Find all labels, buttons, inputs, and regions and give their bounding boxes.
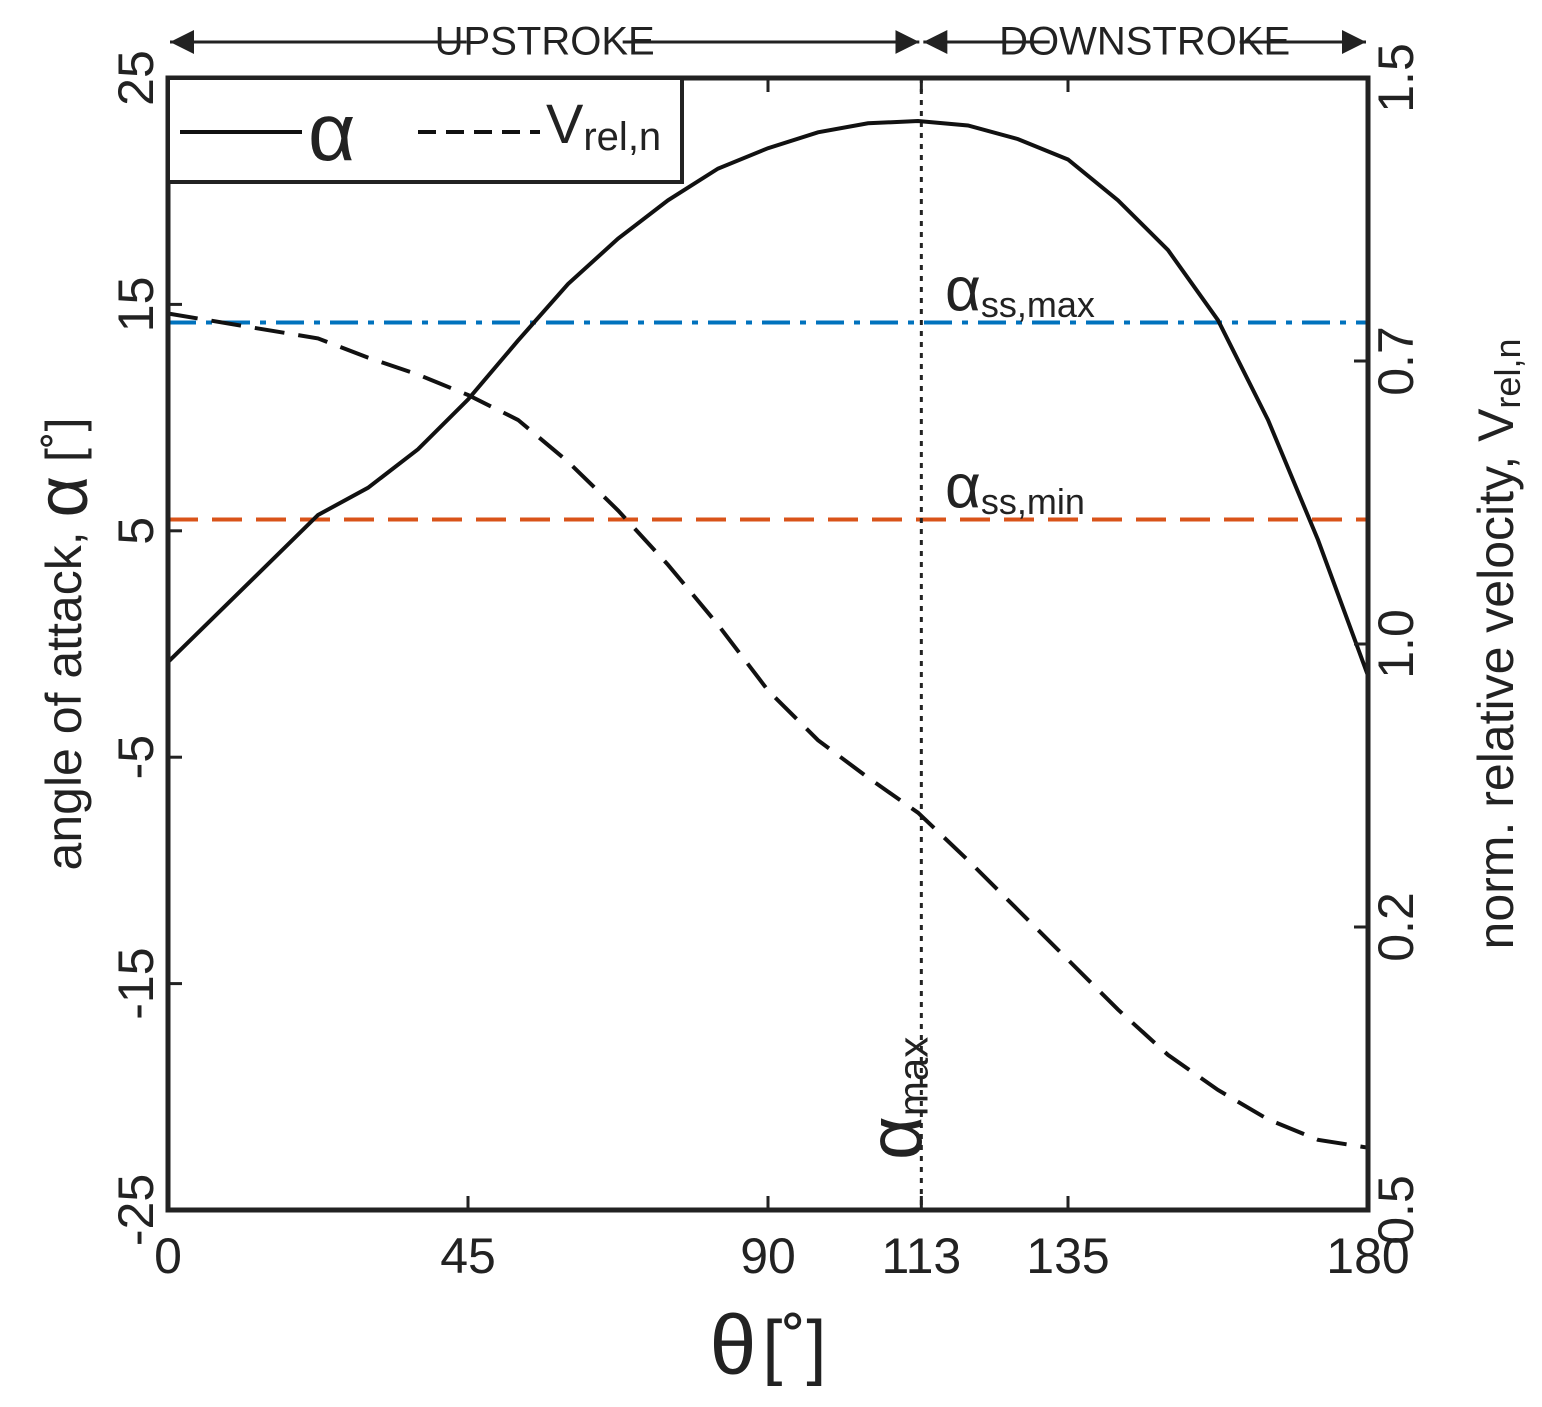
- data-line: [166, 118, 1370, 677]
- vline-label: αmax: [853, 1037, 938, 1160]
- y-axis-label-symbol: α: [23, 476, 103, 518]
- x-tick-label: 90: [740, 1228, 796, 1284]
- x-axis-label: θ[˚]: [710, 1298, 827, 1392]
- reference-label: αss,max: [945, 256, 1095, 325]
- vline-label-main: α: [853, 1116, 938, 1160]
- y2-axis-label-sub: rel,n: [1487, 339, 1528, 409]
- x-tick-label: 180: [1326, 1228, 1409, 1284]
- y2-tick-label: 1.0: [1368, 609, 1424, 679]
- y-axis-label: angle of attack, α [˚]: [23, 418, 103, 871]
- y-tick-label: -25: [108, 1174, 164, 1246]
- x-axis-label-main: θ: [710, 1298, 757, 1392]
- legend-label-main: V: [546, 92, 584, 155]
- reference-label-sub: ss,max: [981, 283, 1095, 324]
- legend-label: α: [308, 87, 355, 178]
- legend-label-main: α: [308, 87, 355, 178]
- y-tick-label: 5: [108, 517, 164, 545]
- y2-tick-label: 0.2: [1368, 892, 1424, 962]
- x-tick-label: 45: [440, 1228, 496, 1284]
- reference-label: αss,min: [945, 453, 1085, 522]
- legend-label: Vrel,n: [546, 92, 661, 159]
- plot-frame: [165, 75, 1371, 1213]
- x-tick-label: 113: [881, 1228, 961, 1284]
- y-tick-label: -15: [108, 947, 164, 1019]
- y2-tick-label: 1.5: [1368, 43, 1424, 113]
- reference-label-main: α: [945, 256, 981, 325]
- phase-label: UPSTROKE: [435, 20, 655, 64]
- y2-axis-label-main: norm. relative velocity, V: [1468, 408, 1524, 950]
- y-tick-label: -5: [108, 735, 164, 779]
- data-line: [167, 311, 1369, 1150]
- x-tick-label: 135: [1026, 1228, 1109, 1284]
- y2-axis-label: norm. relative velocity, Vrel,n: [1468, 339, 1527, 950]
- y-tick-label: 25: [108, 50, 164, 106]
- y-axis-label-main: angle of attack,: [36, 517, 92, 870]
- legend-label-sub: rel,n: [583, 115, 661, 159]
- phase-label: DOWNSTROKE: [999, 20, 1290, 64]
- y-axis-label-unit: [˚]: [36, 418, 92, 476]
- y2-tick-label: 0.5: [1368, 1175, 1424, 1245]
- y2-tick-label: 0.7: [1368, 326, 1424, 396]
- y-tick-label: 15: [108, 277, 164, 333]
- x-tick-label: 0: [154, 1228, 182, 1284]
- reference-label-main: α: [945, 453, 981, 522]
- vline-label-sub: max: [890, 1037, 937, 1116]
- x-axis-label-unit: [˚]: [762, 1307, 826, 1387]
- reference-label-sub: ss,min: [981, 480, 1085, 521]
